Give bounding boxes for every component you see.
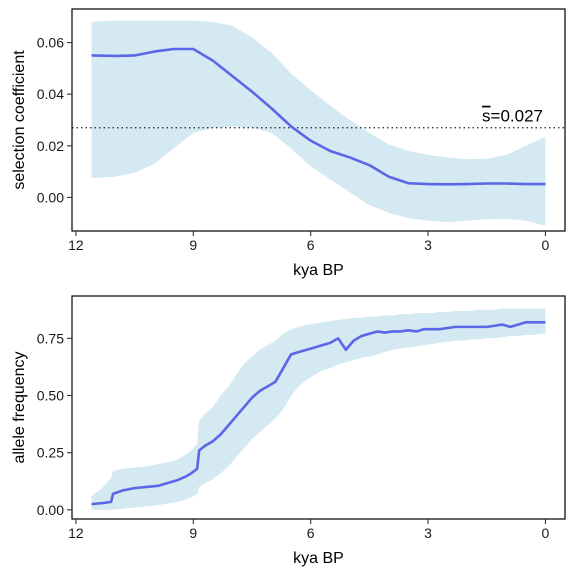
posterior-mean-line: [91, 47, 546, 186]
plot-frame: [71, 8, 566, 232]
y-tick-label: 0.25: [37, 445, 64, 461]
y-tick-label: 0.02: [37, 138, 64, 154]
x-axis-title: kya BP: [293, 262, 344, 279]
y-tick-label: 0.50: [37, 387, 64, 403]
posterior-mean-line: [91, 321, 546, 506]
x-tick-label: 6: [307, 237, 315, 253]
x-tick-label: 0: [542, 237, 550, 253]
y-axis-title: allele frequency: [11, 351, 28, 463]
y-tick-label: 0.06: [37, 35, 64, 51]
plot-frame: [71, 295, 566, 520]
mean-value: =0.027: [491, 107, 543, 126]
credible-interval-band: [91, 20, 546, 226]
x-tick-label: 0: [542, 525, 550, 541]
mean-symbol: s: [482, 107, 491, 126]
y-tick-label: 0.00: [37, 189, 64, 205]
x-tick-label: 9: [189, 237, 197, 253]
x-tick-label: 12: [68, 525, 84, 541]
y-tick-label: 0.75: [37, 330, 64, 346]
credible-interval-band: [91, 308, 546, 510]
x-tick-label: 9: [189, 525, 197, 541]
y-tick-label: 0.00: [37, 502, 64, 518]
mean-annotation: s=0.027: [482, 107, 543, 126]
x-tick-label: 3: [424, 525, 432, 541]
panel-allele-frequency: 12 9 6 3 0 0.00 0.25 0.50 0.75 kya BP allele fr…: [11, 295, 566, 567]
x-tick-label: 3: [424, 237, 432, 253]
x-axis-title: kya BP: [293, 550, 344, 567]
x-tick-label: 12: [68, 237, 84, 253]
y-tick-label: 0.04: [37, 86, 64, 102]
panel-selection-coefficient: 12 9 6 3 0 0.00 0.02 0.04 0.06 kya BP selection…: [11, 8, 566, 279]
x-tick-label: 6: [307, 525, 315, 541]
y-axis-title: selection coefficient: [11, 50, 28, 190]
